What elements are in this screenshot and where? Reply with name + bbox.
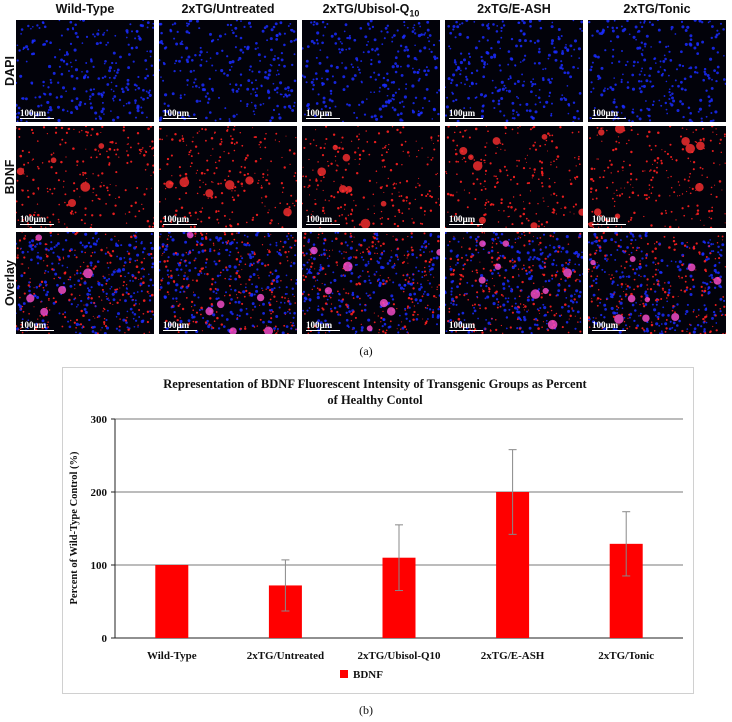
y-tick-label: 200: [91, 487, 108, 499]
column-header-e-ash: 2xTG/E-ASH: [477, 2, 551, 16]
chart-title-line2: of Healthy Contol: [327, 393, 423, 407]
scale-bar: 100µm: [592, 320, 626, 331]
x-category-label: 2xTG/Untreated: [247, 650, 324, 662]
micrograph-bdnf-untreated: 100µm: [159, 126, 297, 228]
micrograph-bdnf-ubisol: 100µm: [302, 126, 440, 228]
x-category-label: 2xTG/E-ASH: [481, 650, 545, 662]
scale-bar: 100µm: [449, 214, 483, 225]
column-header-wild-type: Wild-Type: [55, 2, 115, 16]
micrograph-dapi-ubisol: 100µm: [302, 20, 440, 122]
scale-bar: 100µm: [20, 214, 54, 225]
caption-a: (a): [359, 344, 373, 358]
scale-bar: 100µm: [306, 108, 340, 119]
bar-chart: Representation of BDNF Fluorescent Inten…: [69, 377, 683, 681]
micrograph-dapi-wild-type: 100µm: [16, 20, 154, 122]
column-header-tonic: 2xTG/Tonic: [623, 2, 691, 16]
chart-title-line1: Representation of BDNF Fluorescent Inten…: [163, 377, 587, 391]
scale-bar: 100µm: [20, 108, 54, 119]
micrograph-overlay-tonic: 100µm: [588, 232, 726, 334]
scale-bar: 100µm: [163, 320, 197, 331]
column-header-ubisol-subscript: 10: [409, 8, 420, 19]
x-category-label: 2xTG/Tonic: [598, 650, 654, 662]
micrograph-dapi-tonic: 100µm: [588, 20, 726, 122]
bar-chart-panel: Representation of BDNF Fluorescent Inten…: [62, 367, 694, 694]
scale-bar: 100µm: [163, 214, 197, 225]
y-tick-label: 300: [91, 414, 108, 426]
legend-swatch: [340, 670, 348, 678]
x-category-label: Wild-Type: [147, 650, 197, 662]
micrograph-overlay-ubisol: 100µm: [302, 232, 440, 334]
legend-label: BDNF: [353, 669, 383, 681]
micrograph-bdnf-e-ash: 100µm: [445, 126, 583, 228]
x-category-label: 2xTG/Ubisol-Q10: [357, 650, 441, 662]
column-header-ubisol: 2xTG/Ubisol-Q10: [302, 2, 440, 20]
micrograph-bdnf-tonic: 100µm: [588, 126, 726, 228]
scale-bar: 100µm: [592, 214, 626, 225]
column-header-untreated: 2xTG/Untreated: [181, 2, 275, 16]
scale-bar: 100µm: [20, 320, 54, 331]
y-axis-label: Percent of Wild-Type Control (%): [69, 451, 80, 605]
micrograph-bdnf-wild-type: 100µm: [16, 126, 154, 228]
scale-bar: 100µm: [306, 320, 340, 331]
column-header-ubisol-text: 2xTG/Ubisol-Q: [322, 2, 410, 16]
micrograph-overlay-wild-type: 100µm: [16, 232, 154, 334]
scale-bar: 100µm: [306, 214, 340, 225]
scale-bar: 100µm: [449, 108, 483, 119]
scale-bar: 100µm: [449, 320, 483, 331]
micrograph-overlay-e-ash: 100µm: [445, 232, 583, 334]
micrograph-dapi-untreated: 100µm: [159, 20, 297, 122]
caption-b: (b): [359, 703, 373, 717]
scale-bar: 100µm: [163, 108, 197, 119]
scale-bar: 100µm: [592, 108, 626, 119]
y-tick-label: 100: [91, 560, 108, 572]
bar-0: [155, 565, 189, 638]
micrograph-overlay-untreated: 100µm: [159, 232, 297, 334]
y-tick-label: 0: [102, 633, 108, 645]
micrograph-dapi-e-ash: 100µm: [445, 20, 583, 122]
